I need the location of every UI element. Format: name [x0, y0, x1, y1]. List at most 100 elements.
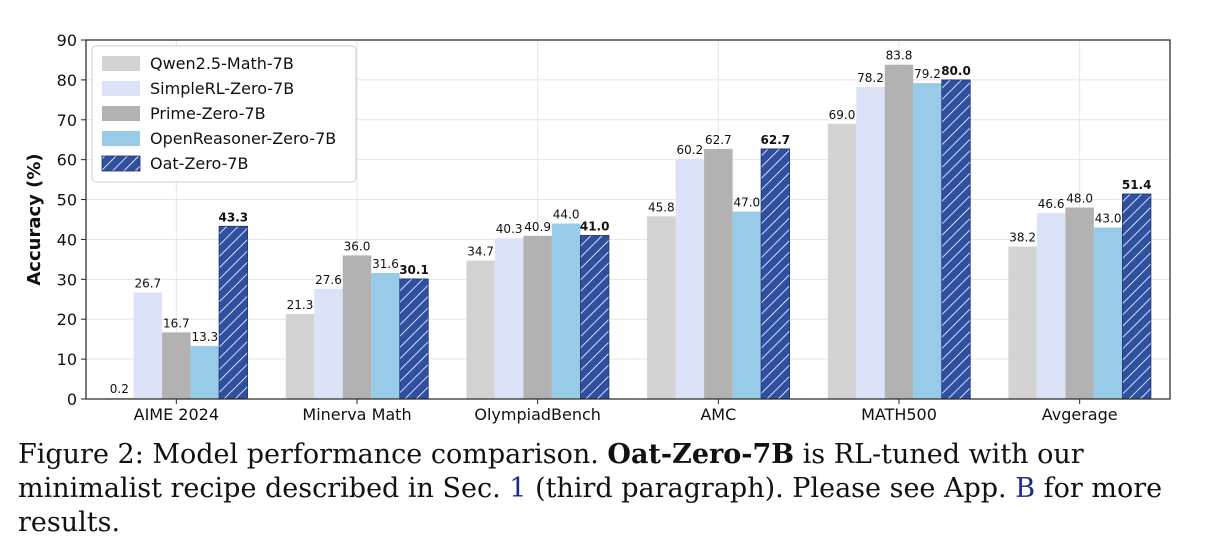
value-label-2-1: 36.0: [344, 239, 371, 253]
value-label-3-5: 43.0: [1095, 211, 1122, 225]
x-tick-label: AMC: [700, 405, 736, 424]
value-label-1-4: 78.2: [857, 71, 884, 85]
value-label-4-4: 80.0: [941, 64, 971, 78]
figure-caption: Figure 2: Model performance comparison. …: [18, 438, 1198, 540]
value-label-2-3: 62.7: [705, 133, 732, 147]
legend-swatch-0: [102, 56, 140, 71]
bar-0-1: [285, 314, 315, 399]
x-tick-label: AIME 2024: [134, 405, 219, 424]
bar-4-1: [399, 278, 429, 400]
bar-1-1: [314, 288, 343, 399]
bar-2-1: [342, 255, 372, 399]
legend-swatch-3: [102, 131, 140, 146]
bar-chart: 0.2 21.3 34.7 45.8 69.0 38.2 26.7 27.6 40.3 60.2 7…: [24, 31, 1171, 424]
bar-2-0: [162, 332, 191, 399]
value-label-3-4: 79.2: [914, 67, 941, 81]
caption-prefix: Figure 2: Model performance comparison.: [18, 439, 608, 470]
caption-middle-2: (third paragraph). Please see App.: [526, 473, 1016, 504]
value-label-2-5: 48.0: [1066, 192, 1093, 206]
legend-box: [91, 45, 357, 183]
y-axis-label: Accuracy (%): [24, 153, 45, 285]
section-reference-link[interactable]: 1: [509, 473, 527, 504]
bar-3-5: [1093, 227, 1123, 399]
legend-label-0: Qwen2.5-Math-7B: [150, 54, 294, 73]
legend-label-3: OpenReasoner-Zero-7B: [150, 129, 336, 148]
value-label-4-0: 43.3: [219, 210, 249, 224]
value-label-4-2: 41.0: [580, 219, 610, 233]
bar-4-2: [580, 235, 610, 400]
appendix-reference-link[interactable]: B: [1015, 473, 1036, 504]
x-tick-label: OlympiadBench: [474, 405, 601, 424]
value-label-1-5: 46.6: [1038, 197, 1065, 211]
x-tick-label: Minerva Math: [302, 405, 411, 424]
value-label-2-4: 83.8: [886, 49, 913, 63]
y-tick-label: 50: [57, 191, 77, 210]
bar-0-4: [827, 123, 857, 400]
axes: 0 10 20 30 40 50 60 70 80 90 AIME 2024 Minerva Math…: [24, 31, 1171, 424]
bar-1-5: [1036, 213, 1066, 399]
value-label-0-2: 34.7: [467, 245, 494, 259]
bar-2-5: [1065, 207, 1094, 399]
y-tick-label: 40: [57, 230, 77, 249]
bar-0-2: [466, 260, 495, 399]
value-label-3-0: 13.3: [191, 330, 218, 344]
legend: Qwen2.5-Math-7B SimpleRL-Zero-7B Prime-Zer…: [91, 45, 357, 183]
value-label-2-2: 40.9: [524, 220, 551, 234]
caption-middle: is RL-tuned with our minimalist recipe d…: [18, 439, 1084, 504]
legend-label-4: Oat-Zero-7B: [150, 154, 249, 173]
legend-label-2: Prime-Zero-7B: [150, 104, 266, 123]
bar-1-3: [675, 158, 705, 399]
bar-3-2: [551, 223, 581, 399]
bar-0-3: [647, 216, 676, 399]
value-label-4-5: 51.4: [1122, 178, 1152, 192]
bar-1-0: [133, 292, 163, 399]
value-label-3-2: 44.0: [553, 207, 580, 221]
value-label-1-1: 27.6: [315, 273, 342, 287]
y-tick-label: 20: [57, 310, 77, 329]
value-label-2-0: 16.7: [163, 316, 190, 330]
bar-2-4: [884, 64, 914, 399]
value-label-0-4: 69.0: [829, 108, 856, 122]
x-tick-label: MATH500: [861, 405, 937, 424]
value-label-0-1: 21.3: [287, 298, 314, 312]
value-label-4-3: 62.7: [761, 133, 791, 147]
bar-3-1: [371, 272, 400, 399]
axes-frame: [85, 39, 1171, 400]
bar-2-3: [704, 148, 733, 399]
bar-3-3: [732, 211, 762, 399]
bar-0-5: [1008, 246, 1037, 399]
legend-swatch-2: [102, 106, 140, 121]
y-tick-label: 70: [57, 111, 77, 130]
value-label-1-3: 60.2: [676, 143, 703, 157]
bar-4-4: [941, 79, 971, 400]
value-label-0-3: 45.8: [648, 200, 675, 214]
caption-model-name: Oat-Zero-7B: [607, 439, 795, 470]
caption-suffix: for more results.: [18, 473, 1163, 538]
y-tick-label: 0: [67, 390, 77, 409]
y-tick-label: 90: [57, 31, 77, 50]
value-labels: 0.2 21.3 34.7 45.8 69.0 38.2 26.7 27.6 40.3 60.2 7…: [110, 49, 1152, 396]
bars: [105, 64, 1152, 400]
bar-1-2: [494, 238, 524, 399]
value-label-3-1: 31.6: [372, 257, 399, 271]
y-tick-label: 60: [57, 151, 77, 170]
value-label-0-0: 0.2: [110, 382, 129, 396]
y-tick-label: 30: [57, 270, 77, 289]
value-label-0-5: 38.2: [1009, 231, 1036, 245]
bar-3-0: [190, 345, 220, 399]
legend-label-1: SimpleRL-Zero-7B: [150, 79, 294, 98]
bar-4-3: [760, 148, 790, 400]
value-label-1-0: 26.7: [134, 276, 161, 290]
value-label-1-2: 40.3: [496, 222, 523, 236]
legend-swatch-1: [102, 81, 140, 96]
value-label-4-1: 30.1: [399, 263, 429, 277]
bar-4-5: [1122, 193, 1152, 400]
bar-3-4: [913, 83, 942, 399]
y-tick-label: 10: [57, 350, 77, 369]
legend-swatch-4: [101, 155, 141, 172]
bar-1-4: [856, 87, 885, 400]
value-label-3-3: 47.0: [733, 196, 760, 210]
bar-2-2: [523, 235, 552, 399]
y-tick-label: 80: [57, 71, 77, 90]
